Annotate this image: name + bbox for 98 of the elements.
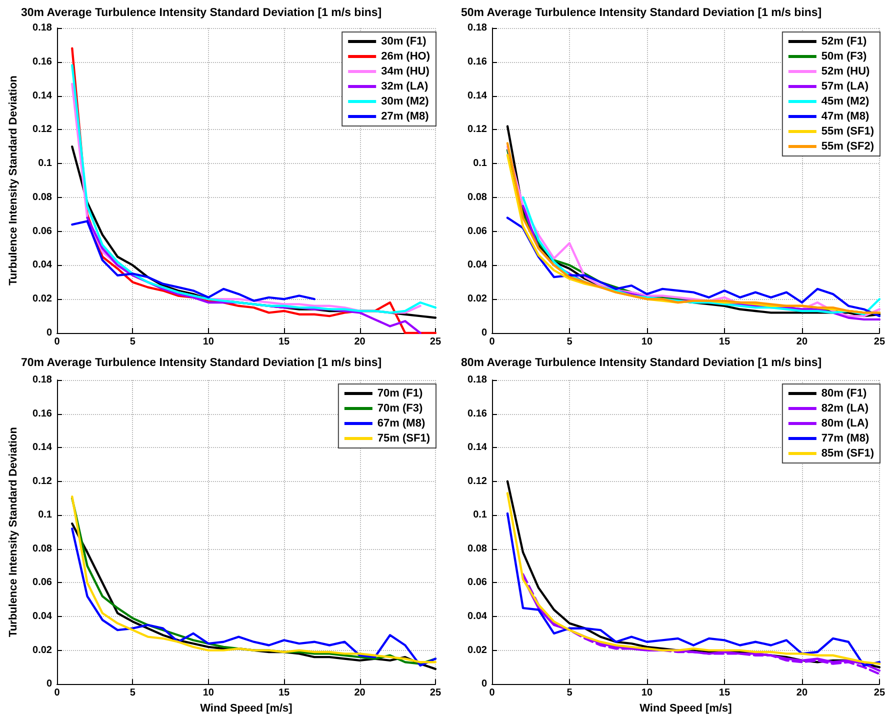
y-tick-label: 0.04 bbox=[32, 611, 52, 622]
y-tick-label: 0.1 bbox=[38, 158, 52, 170]
x-tick-label: 5 bbox=[130, 336, 136, 348]
y-axis-title: Turbulence Intensity Standard Deviation bbox=[8, 426, 20, 638]
x-tick-label: 0 bbox=[489, 688, 496, 699]
legend-label: 45m (M2) bbox=[821, 96, 870, 108]
legend-label: 52m (F1) bbox=[821, 36, 867, 48]
chart-title: 80m Average Turbulence Intensity Standard Deviation [1 m/s bins] bbox=[461, 357, 822, 369]
legend-label: 26m (HO) bbox=[381, 50, 430, 62]
legend-label: 30m (F1) bbox=[381, 36, 427, 48]
y-tick-label: 0 bbox=[46, 678, 52, 690]
y-tick-label: 0.08 bbox=[32, 192, 52, 203]
legend-label: 50m (F3) bbox=[821, 50, 867, 62]
y-tick-label: 0.1 bbox=[473, 510, 488, 521]
x-tick-label: 5 bbox=[130, 688, 136, 699]
x-tick-label: 5 bbox=[566, 336, 573, 348]
x-tick-label: 25 bbox=[430, 688, 442, 699]
legend-label: 34m (HU) bbox=[381, 66, 430, 78]
y-tick-label: 0.12 bbox=[32, 124, 52, 136]
x-tick-label: 20 bbox=[796, 688, 808, 699]
legend-label: 67m (M8) bbox=[377, 418, 426, 430]
x-tick-label: 0 bbox=[489, 336, 496, 348]
y-tick-label: 0.14 bbox=[32, 90, 52, 102]
legend-label: 70m (F1) bbox=[377, 388, 423, 400]
chart-title: 50m Average Turbulence Intensity Standard Deviation [1 m/s bins] bbox=[461, 7, 822, 19]
y-tick-label: 0.04 bbox=[468, 611, 488, 622]
x-tick-label: 20 bbox=[354, 688, 366, 699]
x-tick-label: 10 bbox=[641, 688, 653, 699]
y-tick-label: 0.14 bbox=[468, 442, 488, 454]
x-tick-label: 25 bbox=[874, 336, 886, 348]
line-series bbox=[86, 216, 422, 334]
line-series bbox=[506, 216, 881, 318]
y-tick-label: 0.06 bbox=[468, 226, 488, 237]
y-tick-label: 0.02 bbox=[468, 644, 488, 656]
y-tick-label: 0.1 bbox=[38, 510, 52, 521]
y-tick-label: 0 bbox=[481, 328, 488, 338]
x-tick-label: 15 bbox=[278, 688, 290, 699]
x-tick-label: 25 bbox=[874, 688, 886, 699]
x-axis-title: Wind Speed [m/s] bbox=[640, 702, 732, 714]
x-tick-label: 15 bbox=[718, 336, 730, 348]
x-tick-label: 15 bbox=[278, 336, 290, 348]
legend-label: 80m (F1) bbox=[821, 388, 867, 400]
y-tick-label: 0.06 bbox=[468, 577, 488, 588]
y-tick-label: 0 bbox=[481, 678, 488, 690]
x-tick-label: 10 bbox=[202, 336, 214, 348]
y-tick-label: 0.08 bbox=[32, 543, 52, 554]
legend-label: 55m (SF2) bbox=[821, 140, 874, 152]
legend-label: 32m (LA) bbox=[381, 80, 428, 92]
x-tick-label: 20 bbox=[354, 336, 366, 348]
y-tick-label: 0.04 bbox=[468, 260, 488, 271]
legend-label: 27m (M8) bbox=[381, 110, 430, 122]
y-tick-label: 0.08 bbox=[468, 543, 488, 554]
x-tick-label: 25 bbox=[430, 336, 442, 348]
y-tick-label: 0.02 bbox=[32, 644, 52, 656]
legend-label: 30m (M2) bbox=[381, 96, 430, 108]
y-tick-label: 0.06 bbox=[32, 577, 52, 588]
y-tick-label: 0.1 bbox=[473, 158, 488, 170]
chart-title: 30m Average Turbulence Intensity Standard Deviation [1 m/s bins] bbox=[21, 7, 382, 19]
y-tick-label: 0.02 bbox=[32, 294, 52, 305]
y-tick-label: 0.12 bbox=[32, 476, 52, 487]
y-tick-label: 0.18 bbox=[468, 374, 488, 386]
x-tick-label: 5 bbox=[566, 688, 573, 699]
chart-title: 70m Average Turbulence Intensity Standard Deviation [1 m/s bins] bbox=[21, 357, 382, 369]
y-tick-label: 0.18 bbox=[32, 22, 52, 34]
legend-label: 85m (SF1) bbox=[821, 448, 874, 460]
y-tick-label: 0.14 bbox=[32, 442, 52, 454]
y-tick-label: 0.16 bbox=[32, 56, 52, 68]
y-tick-label: 0.14 bbox=[468, 90, 488, 102]
x-tick-label: 15 bbox=[718, 688, 730, 699]
y-tick-label: 0.16 bbox=[32, 408, 52, 420]
x-axis-title: Wind Speed [m/s] bbox=[200, 702, 293, 714]
x-tick-label: 0 bbox=[54, 688, 60, 699]
y-tick-label: 0.12 bbox=[468, 124, 488, 136]
x-tick-label: 10 bbox=[202, 688, 214, 699]
legend-label: 82m (LA) bbox=[821, 402, 869, 414]
y-tick-label: 0.16 bbox=[468, 408, 488, 420]
y-tick-label: 0.12 bbox=[468, 476, 488, 487]
line-series bbox=[71, 220, 316, 302]
y-tick-label: 0.06 bbox=[32, 226, 52, 237]
x-tick-label: 10 bbox=[641, 336, 653, 348]
legend-label: 55m (SF1) bbox=[821, 126, 874, 138]
legend-label: 70m (F3) bbox=[377, 402, 423, 414]
x-tick-label: 20 bbox=[796, 336, 808, 348]
y-tick-label: 0.02 bbox=[468, 294, 488, 305]
x-tick-label: 0 bbox=[54, 336, 60, 348]
legend-label: 57m (LA) bbox=[821, 80, 869, 92]
y-tick-label: 0.04 bbox=[32, 260, 52, 271]
legend-label: 80m (LA) bbox=[821, 418, 869, 430]
legend-label: 52m (HU) bbox=[821, 66, 870, 78]
legend-label: 47m (M8) bbox=[821, 110, 870, 122]
legend-label: 75m (SF1) bbox=[377, 432, 430, 444]
y-tick-label: 0.18 bbox=[468, 22, 488, 34]
y-tick-label: 0 bbox=[46, 328, 52, 338]
y-axis-title: Turbulence Intensity Standard Deviation bbox=[8, 75, 20, 286]
y-tick-label: 0.08 bbox=[468, 192, 488, 203]
legend-label: 77m (M8) bbox=[821, 432, 870, 444]
y-tick-label: 0.18 bbox=[32, 374, 52, 386]
y-tick-label: 0.16 bbox=[468, 56, 488, 68]
